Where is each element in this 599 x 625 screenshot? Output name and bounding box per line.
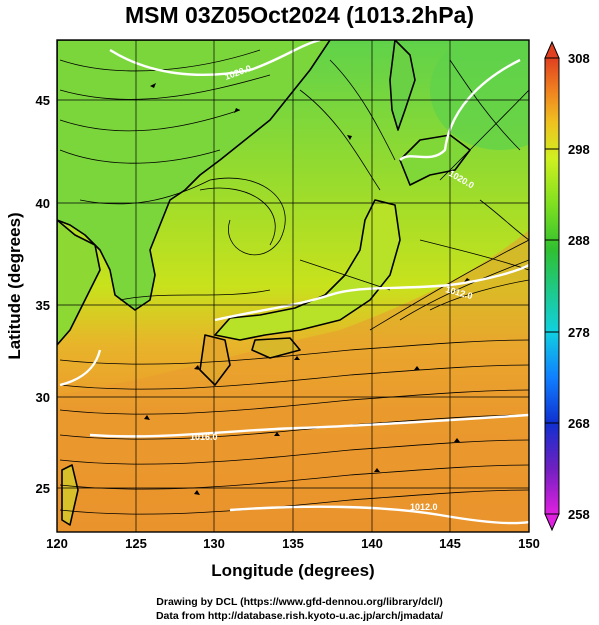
x-tick-label: 145 <box>439 536 461 551</box>
streamline-arrows <box>144 83 470 495</box>
y-tick-label: 35 <box>36 298 50 313</box>
y-tick-label: 25 <box>36 481 50 496</box>
colorbar-bottom-triangle <box>544 513 560 532</box>
y-axis-label: Latitude (degrees) <box>5 212 24 359</box>
credit-drawing: Drawing by DCL (https://www.gfd-dennou.o… <box>156 596 443 608</box>
isobars <box>59 40 529 525</box>
y-tick-labels: 25 30 35 40 45 <box>36 93 50 496</box>
chart-title: MSM 03Z05Oct2024 (1013.2hPa) <box>124 2 474 28</box>
colorbar-tick-label: 298 <box>568 142 590 157</box>
x-tick-label: 150 <box>518 536 540 551</box>
map-grid <box>57 40 529 532</box>
colorbar-tick-label: 258 <box>568 507 590 522</box>
y-tick-label: 40 <box>36 196 50 211</box>
x-tick-label: 135 <box>282 536 304 551</box>
coastline <box>57 40 471 526</box>
x-tick-labels: 120 125 130 135 140 145 150 <box>46 536 540 551</box>
x-tick-label: 140 <box>361 536 383 551</box>
colorbar-tick-label: 308 <box>568 51 590 66</box>
x-tick-label: 130 <box>203 536 225 551</box>
y-tick-label: 30 <box>36 390 50 405</box>
colorbar: 308 298 288 278 268 258 <box>544 40 590 532</box>
x-axis-label: Longitude (degrees) <box>211 561 374 580</box>
colorbar-tick-label: 288 <box>568 233 590 248</box>
colorbar-tick-label: 278 <box>568 325 590 340</box>
temperature-field <box>57 40 529 532</box>
y-tick-label: 45 <box>36 93 50 108</box>
wind-streamlines <box>59 49 529 515</box>
x-tick-label: 120 <box>46 536 68 551</box>
colorbar-tick-label: 268 <box>568 416 590 431</box>
isobar-label: 1012.0 <box>410 502 438 512</box>
credit-data-source: Data from http://database.rish.kyoto-u.a… <box>155 610 444 622</box>
plot-frame <box>56 39 530 533</box>
x-tick-label: 125 <box>125 536 147 551</box>
isobar-label: 1016.0 <box>190 432 218 442</box>
colorbar-top-triangle <box>544 40 560 59</box>
